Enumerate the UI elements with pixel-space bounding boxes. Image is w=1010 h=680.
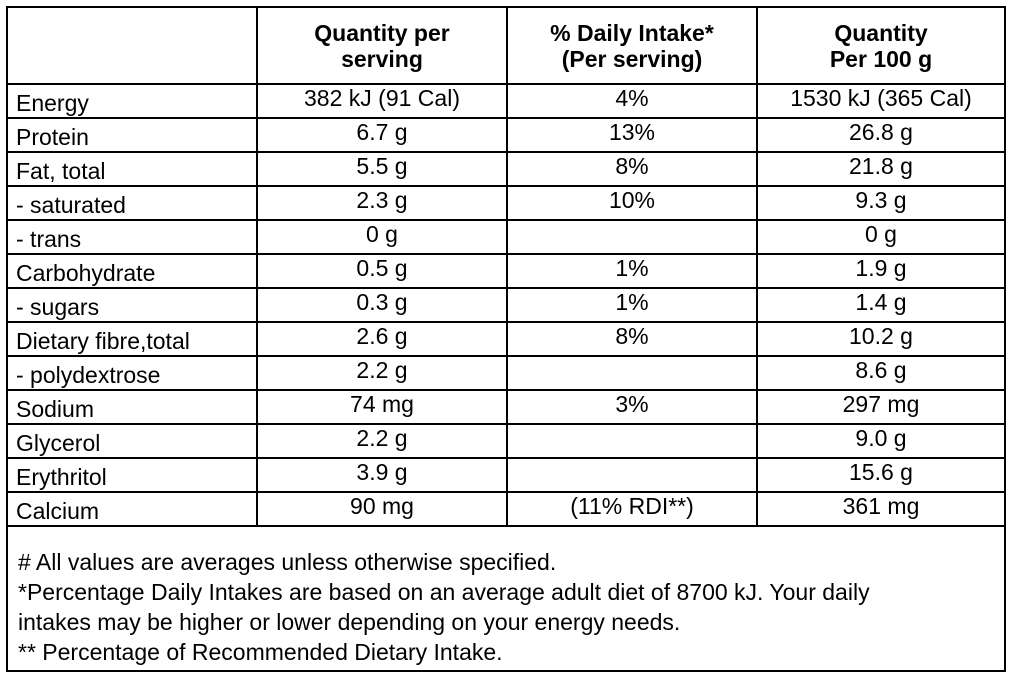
per-100g-value: 9.0 g bbox=[756, 423, 1006, 459]
table-row: Fat, total 5.5 g 8% 21.8 g bbox=[6, 151, 1006, 187]
footnote-averages: # All values are averages unless otherwi… bbox=[18, 549, 557, 575]
table-row: Energy 382 kJ (91 Cal) 4% 1530 kJ (365 C… bbox=[6, 83, 1006, 119]
per-serving-value: 2.6 g bbox=[256, 321, 508, 357]
table-row: Calcium 90 mg (11% RDI**) 361 mg bbox=[6, 491, 1006, 527]
nutrient-name: - sugars bbox=[6, 287, 258, 323]
table-row: Erythritol 3.9 g 15.6 g bbox=[6, 457, 1006, 493]
nutrient-name: Calcium bbox=[6, 491, 258, 527]
per-serving-value: 3.9 g bbox=[256, 457, 508, 493]
header-daily-intake-line1: % Daily Intake* bbox=[550, 19, 714, 46]
header-quantity-per-serving-line2: serving bbox=[341, 45, 423, 72]
header-quantity-per-100g-line1: Quantity bbox=[834, 19, 928, 46]
footnote-daily-intake-line2: intakes may be higher or lower depending… bbox=[18, 609, 681, 635]
per-serving-value: 90 mg bbox=[256, 491, 508, 527]
per-100g-value: 361 mg bbox=[756, 491, 1006, 527]
daily-intake-value bbox=[506, 457, 758, 493]
table-row: - polydextrose 2.2 g 8.6 g bbox=[6, 355, 1006, 391]
per-100g-value: 1.9 g bbox=[756, 253, 1006, 289]
nutrient-name: - saturated bbox=[6, 185, 258, 221]
header-daily-intake: % Daily Intake* (Per serving) bbox=[506, 6, 758, 85]
notes-row: # All values are averages unless otherwi… bbox=[6, 525, 1006, 672]
per-serving-value: 5.5 g bbox=[256, 151, 508, 187]
table-row: - sugars 0.3 g 1% 1.4 g bbox=[6, 287, 1006, 323]
nutrition-panel: Quantity per serving % Daily Intake* (Pe… bbox=[6, 6, 1006, 674]
table-row: Sodium 74 mg 3% 297 mg bbox=[6, 389, 1006, 425]
per-serving-value: 2.3 g bbox=[256, 185, 508, 221]
per-100g-value: 26.8 g bbox=[756, 117, 1006, 153]
per-serving-value: 0 g bbox=[256, 219, 508, 255]
per-serving-value: 74 mg bbox=[256, 389, 508, 425]
header-quantity-per-serving-line1: Quantity per bbox=[314, 19, 450, 46]
table-row: Glycerol 2.2 g 9.0 g bbox=[6, 423, 1006, 459]
per-serving-value: 0.3 g bbox=[256, 287, 508, 323]
footnote-daily-intake-line1: *Percentage Daily Intakes are based on a… bbox=[18, 579, 870, 605]
header-quantity-per-100g-line2: Per 100 g bbox=[829, 45, 933, 72]
per-100g-value: 0 g bbox=[756, 219, 1006, 255]
per-100g-value: 15.6 g bbox=[756, 457, 1006, 493]
header-nutrient bbox=[6, 6, 258, 85]
table-row: Protein 6.7 g 13% 26.8 g bbox=[6, 117, 1006, 153]
daily-intake-value: (11% RDI**) bbox=[506, 491, 758, 527]
per-100g-value: 8.6 g bbox=[756, 355, 1006, 391]
header-row: Quantity per serving % Daily Intake* (Pe… bbox=[6, 6, 1006, 85]
daily-intake-value: 8% bbox=[506, 321, 758, 357]
nutrition-table: Quantity per serving % Daily Intake* (Pe… bbox=[6, 6, 1006, 672]
per-serving-value: 6.7 g bbox=[256, 117, 508, 153]
header-quantity-per-100g: Quantity Per 100 g bbox=[756, 6, 1006, 85]
per-100g-value: 297 mg bbox=[756, 389, 1006, 425]
per-serving-value: 382 kJ (91 Cal) bbox=[256, 83, 508, 119]
daily-intake-value: 8% bbox=[506, 151, 758, 187]
daily-intake-value bbox=[506, 219, 758, 255]
table-row: - saturated 2.3 g 10% 9.3 g bbox=[6, 185, 1006, 221]
daily-intake-value: 10% bbox=[506, 185, 758, 221]
nutrient-name: Protein bbox=[6, 117, 258, 153]
daily-intake-value: 1% bbox=[506, 253, 758, 289]
footnote-rdi: ** Percentage of Recommended Dietary Int… bbox=[18, 639, 503, 665]
per-serving-value: 0.5 g bbox=[256, 253, 508, 289]
per-serving-value: 2.2 g bbox=[256, 423, 508, 459]
nutrient-name: Carbohydrate bbox=[6, 253, 258, 289]
table-row: - trans 0 g 0 g bbox=[6, 219, 1006, 255]
per-100g-value: 10.2 g bbox=[756, 321, 1006, 357]
nutrient-name: Sodium bbox=[6, 389, 258, 425]
daily-intake-value: 1% bbox=[506, 287, 758, 323]
per-100g-value: 9.3 g bbox=[756, 185, 1006, 221]
header-daily-intake-line2: (Per serving) bbox=[561, 45, 703, 72]
per-serving-value: 2.2 g bbox=[256, 355, 508, 391]
nutrient-name: Erythritol bbox=[6, 457, 258, 493]
daily-intake-value: 4% bbox=[506, 83, 758, 119]
nutrient-name: Energy bbox=[6, 83, 258, 119]
nutrient-name: Fat, total bbox=[6, 151, 258, 187]
table-row: Carbohydrate 0.5 g 1% 1.9 g bbox=[6, 253, 1006, 289]
per-100g-value: 1.4 g bbox=[756, 287, 1006, 323]
nutrient-name: - trans bbox=[6, 219, 258, 255]
per-100g-value: 21.8 g bbox=[756, 151, 1006, 187]
header-quantity-per-serving: Quantity per serving bbox=[256, 6, 508, 85]
nutrient-name: Glycerol bbox=[6, 423, 258, 459]
nutrient-name: - polydextrose bbox=[6, 355, 258, 391]
nutrient-name: Dietary fibre,total bbox=[6, 321, 258, 357]
table-row: Dietary fibre,total 2.6 g 8% 10.2 g bbox=[6, 321, 1006, 357]
daily-intake-value: 3% bbox=[506, 389, 758, 425]
per-100g-value: 1530 kJ (365 Cal) bbox=[756, 83, 1006, 119]
footnotes: # All values are averages unless otherwi… bbox=[6, 525, 1006, 672]
daily-intake-value bbox=[506, 355, 758, 391]
daily-intake-value: 13% bbox=[506, 117, 758, 153]
daily-intake-value bbox=[506, 423, 758, 459]
